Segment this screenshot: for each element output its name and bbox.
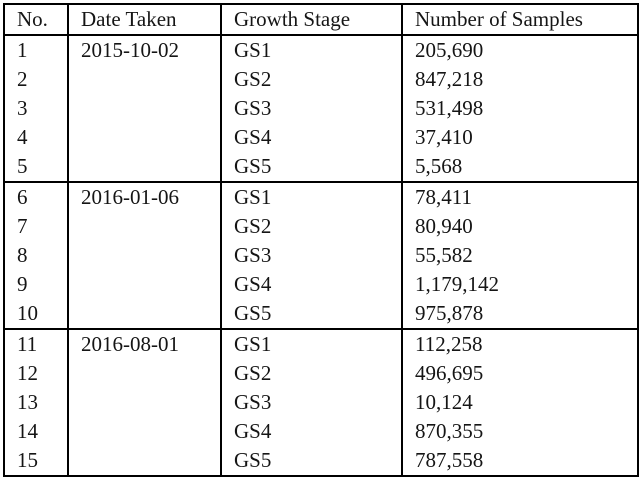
cell-no: 6 [3,181,69,212]
cell-stage: GS1 [220,328,403,359]
cell-samples: 975,878 [401,299,639,329]
cell-no: 2 [3,65,69,94]
table-row: 8 GS3 55,582 [3,241,639,270]
table-row: 11 2016-08-01 GS1 112,258 [3,328,639,476]
cell-no: 4 [3,123,69,152]
cell-samples: 496,695 [401,359,639,388]
cell-no: 8 [3,241,69,270]
cell-samples: 5,568 [401,152,639,182]
cell-samples: 1,179,142 [401,270,639,299]
cell-samples: 870,355 [401,417,639,446]
cell-date: 2015-10-02 [67,34,222,182]
cell-no: 9 [3,270,69,299]
table-row: 10 GS5 975,878 [3,299,639,329]
cell-stage: GS1 [220,181,403,212]
cell-stage: GS5 [220,446,403,476]
header-row: No. Date Taken Growth Stage Number of Sa… [3,4,639,36]
cell-stage: GS5 [220,152,403,182]
cell-samples: 205,690 [401,34,639,65]
table-row: 2 GS2 847,218 [3,65,639,94]
table-row: 1 2015-10-02 GS1 205,690 [3,34,639,182]
cell-stage: GS3 [220,241,403,270]
table-row: 6 2016-01-06 GS1 78,411 [3,181,639,329]
cell-no: 1 [3,34,69,65]
cell-samples: 112,258 [401,328,639,359]
column-header-number-of-samples: Number of Samples [401,4,639,36]
cell-stage: GS1 [220,34,403,65]
cell-stage: GS4 [220,123,403,152]
cell-stage: GS4 [220,417,403,446]
table-row: 14 GS4 870,355 [3,417,639,446]
cell-no: 13 [3,388,69,417]
column-header-no: No. [3,4,69,36]
cell-samples: 55,582 [401,241,639,270]
table-group-1: 1 2015-10-02 GS1 205,690 2 GS2 847,218 3… [3,34,639,182]
column-header-growth-stage: Growth Stage [220,4,403,36]
cell-samples: 531,498 [401,94,639,123]
table-row: 7 GS2 80,940 [3,212,639,241]
cell-stage: GS2 [220,212,403,241]
cell-no: 15 [3,446,69,476]
cell-no: 12 [3,359,69,388]
cell-date: 2016-08-01 [67,328,222,476]
table-row: 9 GS4 1,179,142 [3,270,639,299]
column-header-date-taken: Date Taken [67,4,222,36]
cell-stage: GS3 [220,388,403,417]
cell-no: 14 [3,417,69,446]
table-group-3: 11 2016-08-01 GS1 112,258 12 GS2 496,695… [3,328,639,476]
table-row: 12 GS2 496,695 [3,359,639,388]
table-row: 5 GS5 5,568 [3,152,639,182]
cell-no: 3 [3,94,69,123]
table-row: 4 GS4 37,410 [3,123,639,152]
cell-date: 2016-01-06 [67,181,222,329]
cell-samples: 80,940 [401,212,639,241]
table-group-2: 6 2016-01-06 GS1 78,411 7 GS2 80,940 8 G… [3,181,639,329]
table-row: 15 GS5 787,558 [3,446,639,476]
cell-samples: 78,411 [401,181,639,212]
table-row: 3 GS3 531,498 [3,94,639,123]
cell-no: 11 [3,328,69,359]
cell-samples: 847,218 [401,65,639,94]
cell-stage: GS2 [220,65,403,94]
cell-samples: 37,410 [401,123,639,152]
cell-no: 10 [3,299,69,329]
cell-stage: GS5 [220,299,403,329]
cell-samples: 10,124 [401,388,639,417]
cell-stage: GS4 [220,270,403,299]
table-row: 13 GS3 10,124 [3,388,639,417]
cell-stage: GS2 [220,359,403,388]
table-header: No. Date Taken Growth Stage Number of Sa… [3,4,639,36]
cell-samples: 787,558 [401,446,639,476]
cell-stage: GS3 [220,94,403,123]
cell-no: 5 [3,152,69,182]
cell-no: 7 [3,212,69,241]
samples-table: No. Date Taken Growth Stage Number of Sa… [3,3,639,477]
